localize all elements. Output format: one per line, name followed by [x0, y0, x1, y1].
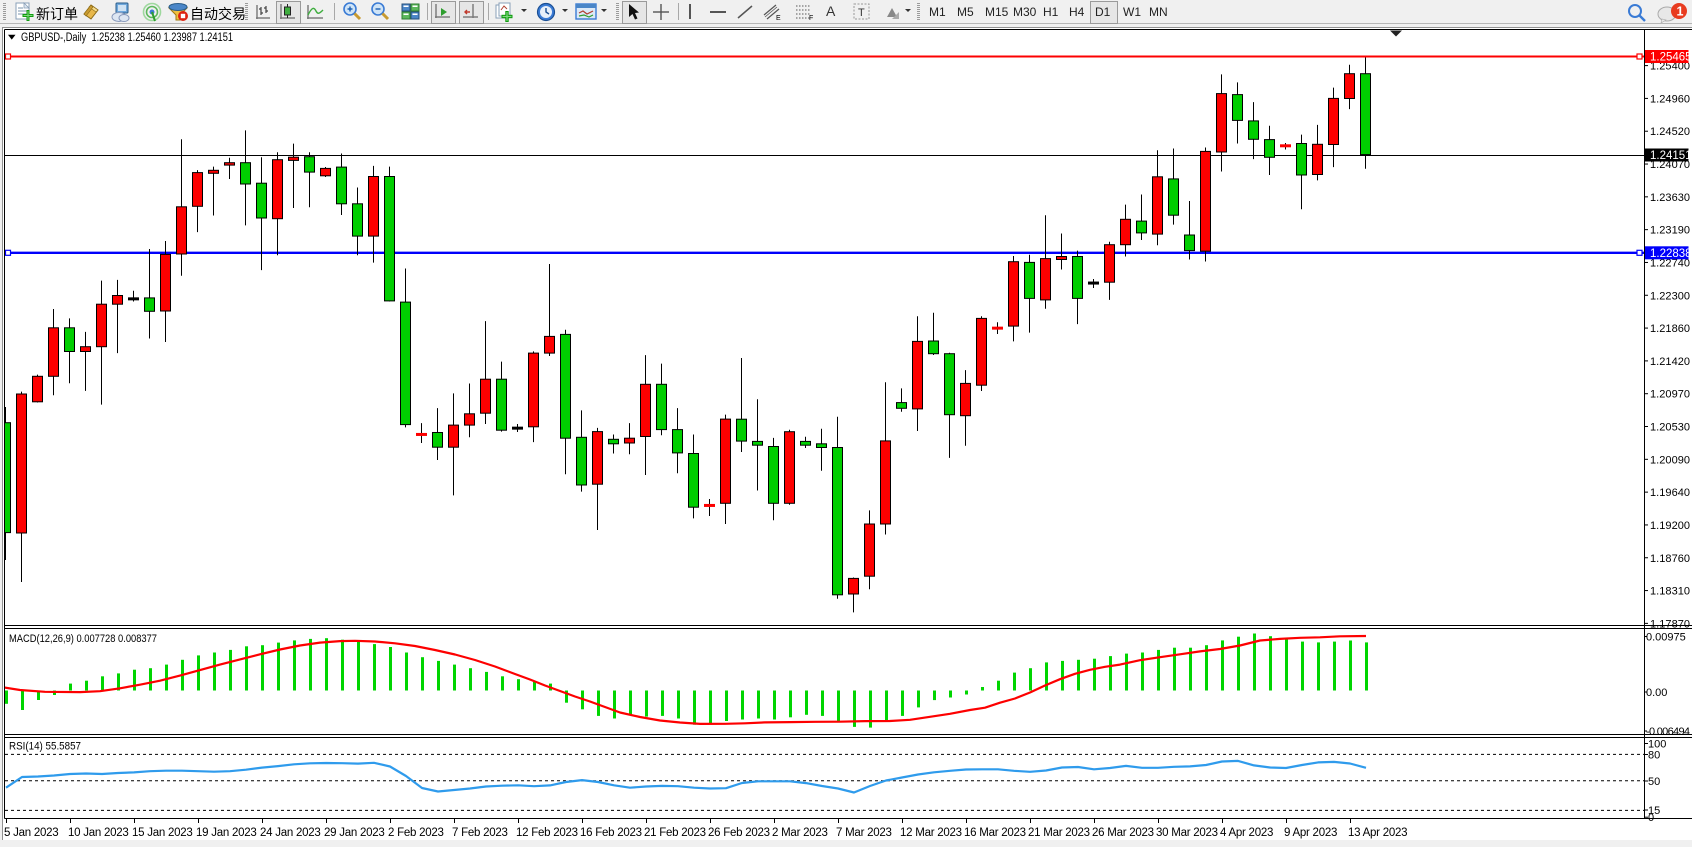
svg-text:7 Mar 2023: 7 Mar 2023: [836, 827, 892, 839]
svg-text:0.00975: 0.00975: [1646, 632, 1686, 644]
svg-text:2 Feb 2023: 2 Feb 2023: [388, 827, 444, 839]
svg-text:10 Jan 2023: 10 Jan 2023: [68, 827, 129, 839]
svg-text:21 Feb 2023: 21 Feb 2023: [644, 827, 706, 839]
svg-text:21 Mar 2023: 21 Mar 2023: [1028, 827, 1090, 839]
svg-text:1.24151: 1.24151: [1650, 150, 1692, 162]
svg-text:7 Feb 2023: 7 Feb 2023: [452, 827, 508, 839]
svg-text:1.20090: 1.20090: [1650, 454, 1690, 466]
svg-text:1.18310: 1.18310: [1650, 586, 1690, 598]
svg-text:1.24960: 1.24960: [1650, 93, 1690, 105]
svg-text:15: 15: [1648, 805, 1660, 817]
svg-text:26 Mar 2023: 26 Mar 2023: [1092, 827, 1154, 839]
svg-text:1.22300: 1.22300: [1650, 290, 1690, 302]
svg-text:4 Apr 2023: 4 Apr 2023: [1220, 827, 1273, 839]
svg-text:1.19640: 1.19640: [1650, 487, 1690, 499]
svg-text:1.20970: 1.20970: [1650, 389, 1690, 401]
svg-text:1.22838: 1.22838: [1650, 248, 1692, 260]
svg-text:1.21420: 1.21420: [1650, 356, 1690, 368]
svg-text:12 Mar 2023: 12 Mar 2023: [900, 827, 962, 839]
svg-text:F: F: [809, 15, 813, 21]
svg-text:15 Jan 2023: 15 Jan 2023: [132, 827, 193, 839]
svg-text:16 Feb 2023: 16 Feb 2023: [580, 827, 642, 839]
svg-text:1: 1: [1677, 5, 1684, 19]
svg-text:29 Jan 2023: 29 Jan 2023: [324, 827, 385, 839]
svg-text:1.17870: 1.17870: [1650, 618, 1690, 630]
svg-text:5 Jan 2023: 5 Jan 2023: [4, 827, 58, 839]
svg-text:1.25465: 1.25465: [1650, 52, 1692, 64]
svg-text:1.20530: 1.20530: [1650, 422, 1690, 434]
svg-text:1.23190: 1.23190: [1650, 225, 1690, 237]
svg-text:1.21860: 1.21860: [1650, 323, 1690, 335]
svg-text:100: 100: [1648, 739, 1666, 751]
svg-text:19 Jan 2023: 19 Jan 2023: [196, 827, 257, 839]
svg-text:E: E: [776, 15, 781, 21]
svg-text:1.24070: 1.24070: [1650, 159, 1690, 171]
svg-text:1.24520: 1.24520: [1650, 126, 1690, 138]
svg-text:MACD(12,26,9) 0.007728 0.00837: MACD(12,26,9) 0.007728 0.008377: [9, 633, 157, 645]
svg-text:0: 0: [1648, 812, 1654, 824]
svg-text:9 Apr 2023: 9 Apr 2023: [1284, 827, 1337, 839]
svg-text:T: T: [858, 7, 865, 19]
svg-text:1.23630: 1.23630: [1650, 192, 1690, 204]
svg-text:0.00: 0.00: [1646, 687, 1667, 699]
svg-text:2 Mar 2023: 2 Mar 2023: [772, 827, 828, 839]
svg-text:24 Jan 2023: 24 Jan 2023: [260, 827, 321, 839]
svg-text:80: 80: [1648, 750, 1660, 762]
svg-text:30 Mar 2023: 30 Mar 2023: [1156, 827, 1218, 839]
svg-text:1.22740: 1.22740: [1650, 257, 1690, 269]
svg-text:12 Feb 2023: 12 Feb 2023: [516, 827, 578, 839]
svg-text:1.19200: 1.19200: [1650, 520, 1690, 532]
svg-text:1.25400: 1.25400: [1650, 61, 1690, 73]
svg-text:GBPUSD-,Daily 1.25238 1.25460: GBPUSD-,Daily 1.25238 1.25460 1.23987 1.…: [21, 32, 233, 44]
svg-text:16 Mar 2023: 16 Mar 2023: [964, 827, 1026, 839]
svg-text:-0.006494: -0.006494: [1646, 726, 1690, 738]
svg-text:1.18760: 1.18760: [1650, 553, 1690, 565]
svg-text:50: 50: [1648, 776, 1660, 788]
svg-text:RSI(14) 55.5857: RSI(14) 55.5857: [9, 741, 81, 753]
svg-text:13 Apr 2023: 13 Apr 2023: [1348, 827, 1407, 839]
svg-text:26 Feb 2023: 26 Feb 2023: [708, 827, 770, 839]
